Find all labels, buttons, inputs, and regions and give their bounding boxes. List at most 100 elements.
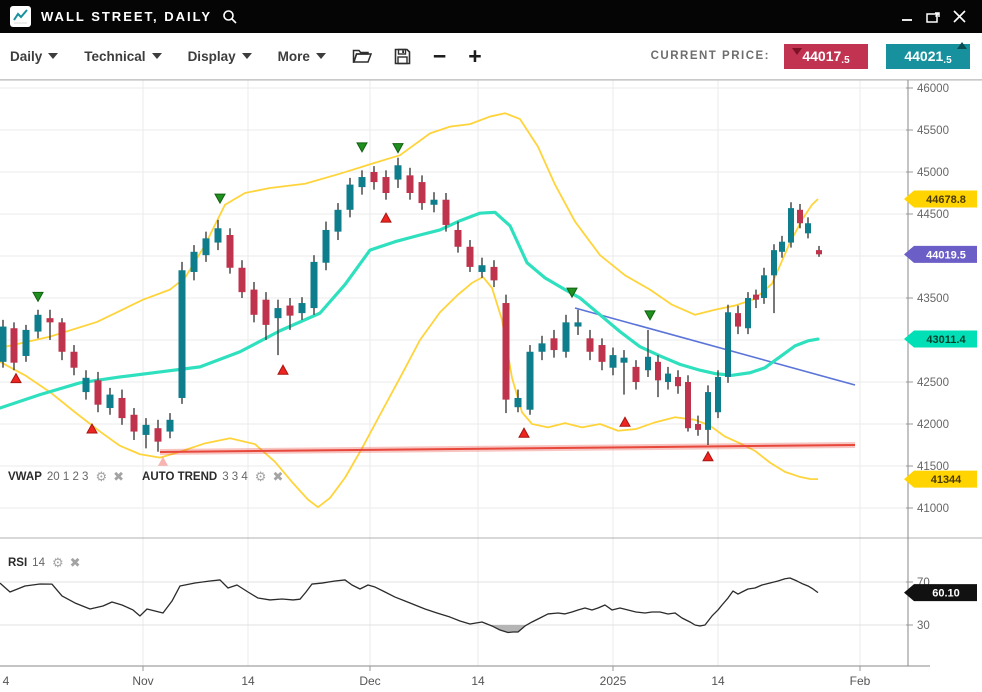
candle-up bbox=[142, 424, 150, 435]
rsi-line bbox=[0, 577, 819, 634]
candle-up bbox=[166, 419, 174, 432]
price-tick-label: 43500 bbox=[917, 293, 949, 305]
candle-down bbox=[454, 229, 462, 247]
candle-down bbox=[94, 380, 102, 405]
price-badge bbox=[904, 190, 977, 208]
sell-signal-icon bbox=[644, 310, 656, 321]
candle-up bbox=[0, 326, 7, 362]
gear-icon[interactable]: ⚙ bbox=[254, 469, 267, 484]
candle-up bbox=[562, 322, 570, 352]
candle-down bbox=[370, 172, 378, 183]
chevron-down-icon bbox=[315, 53, 326, 59]
sell-signal-icon bbox=[32, 291, 44, 303]
candle-down bbox=[418, 182, 426, 204]
price-badge-label: 44019.5 bbox=[926, 249, 966, 261]
rsi-layer bbox=[0, 577, 819, 634]
candle-up bbox=[430, 199, 438, 205]
rsi-oversold-fill bbox=[492, 625, 525, 633]
candle-up bbox=[788, 208, 794, 243]
candle-up bbox=[771, 250, 777, 276]
price-tick-label: 44500 bbox=[917, 209, 949, 221]
close-button[interactable] bbox=[946, 6, 972, 28]
display-dropdown[interactable]: Display bbox=[188, 49, 252, 64]
popout-button[interactable] bbox=[920, 6, 946, 28]
chevron-down-icon bbox=[241, 53, 252, 59]
vwap-indicator-legend: VWAP 20 1 2 3 ⚙ ✖ AUTO TREND 3 3 4 ⚙ ✖ bbox=[8, 469, 284, 484]
candlestick-chart[interactable]: 46000 45500 45000 44500 43500 42500 42000 41500… bbox=[0, 79, 982, 692]
gear-icon[interactable]: ⚙ bbox=[95, 469, 108, 484]
candle-down bbox=[685, 382, 691, 429]
candle-down bbox=[632, 366, 640, 382]
candle-down bbox=[655, 361, 661, 381]
price-tick-label: 46000 bbox=[917, 83, 949, 95]
zoom-in-icon[interactable]: + bbox=[468, 43, 482, 69]
candle-down bbox=[753, 294, 759, 300]
gear-icon[interactable]: ⚙ bbox=[51, 555, 64, 570]
date-tick-label: Feb bbox=[850, 674, 871, 688]
candle-down bbox=[250, 289, 258, 315]
save-icon[interactable] bbox=[394, 48, 411, 65]
buy-signal-icon bbox=[702, 450, 714, 462]
zoom-out-icon[interactable]: − bbox=[432, 43, 447, 69]
price-badge-label: 44678.8 bbox=[926, 194, 966, 206]
chart-area[interactable]: 46000 45500 45000 44500 43500 42500 42000 41500… bbox=[0, 79, 982, 692]
candle-up bbox=[514, 397, 522, 408]
candle-up bbox=[274, 308, 282, 319]
candle-down bbox=[226, 235, 234, 268]
candle-down bbox=[58, 322, 66, 352]
price-tick-label: 41000 bbox=[917, 503, 949, 515]
candle-down bbox=[502, 303, 510, 400]
candle-up bbox=[574, 322, 582, 327]
candle-down bbox=[10, 328, 18, 363]
title-bar: WALL STREET, DAILY bbox=[0, 0, 982, 33]
candle-up bbox=[665, 373, 671, 382]
candle-down bbox=[118, 397, 126, 419]
price-tick-label: 41500 bbox=[917, 461, 949, 473]
rsi-indicator-legend: RSI 14 ⚙ ✖ bbox=[8, 555, 81, 570]
price-badge-label: 43011.4 bbox=[926, 334, 966, 346]
chart-app-icon bbox=[10, 6, 31, 27]
candle-up bbox=[322, 229, 330, 263]
y-axis-labels: 46000 45500 45000 44500 43500 42500 42000 41500… bbox=[906, 83, 949, 632]
candle-down bbox=[442, 199, 450, 225]
candle-down bbox=[675, 376, 681, 387]
more-dropdown[interactable]: More bbox=[278, 49, 326, 64]
candle-down bbox=[406, 175, 414, 193]
candle-up bbox=[106, 394, 114, 409]
date-tick-label: 4 bbox=[3, 674, 10, 688]
price-badge bbox=[904, 245, 977, 263]
candle-down bbox=[238, 267, 246, 293]
candle-down bbox=[816, 250, 822, 255]
search-icon[interactable] bbox=[222, 9, 238, 25]
gridlines-layer bbox=[0, 80, 908, 666]
close-icon[interactable]: ✖ bbox=[113, 469, 125, 484]
price-tick-label: 42000 bbox=[917, 419, 949, 431]
close-icon[interactable]: ✖ bbox=[272, 469, 284, 484]
candle-up bbox=[761, 275, 767, 298]
sell-signal-icon bbox=[214, 193, 226, 205]
candle-up bbox=[190, 251, 198, 272]
auto-trend-support bbox=[159, 444, 856, 453]
rsi-level-label: 30 bbox=[917, 620, 930, 632]
timeframe-dropdown[interactable]: Daily bbox=[10, 49, 59, 64]
buy-signal-icon bbox=[518, 427, 530, 438]
technical-dropdown[interactable]: Technical bbox=[84, 49, 162, 64]
price-tick-label: 42500 bbox=[917, 377, 949, 389]
open-folder-icon[interactable] bbox=[352, 48, 372, 65]
candle-up bbox=[645, 356, 651, 371]
candle-up bbox=[178, 270, 186, 398]
date-tick-label: 14 bbox=[471, 674, 485, 688]
date-tick-label: 14 bbox=[241, 674, 255, 688]
price-badge-label: 41344 bbox=[931, 474, 962, 486]
minimize-button[interactable] bbox=[894, 6, 920, 28]
price-tick-label: 45500 bbox=[917, 125, 949, 137]
auto-trend-layer bbox=[159, 307, 856, 455]
chevron-down-icon bbox=[48, 53, 59, 59]
price-down-arrow-icon bbox=[792, 47, 802, 55]
signals-layer bbox=[10, 142, 714, 466]
close-icon[interactable]: ✖ bbox=[69, 555, 81, 570]
candle-down bbox=[550, 338, 558, 351]
candle-up bbox=[609, 355, 617, 368]
auto-trend-resistance bbox=[574, 307, 856, 386]
candle-down bbox=[154, 428, 162, 442]
